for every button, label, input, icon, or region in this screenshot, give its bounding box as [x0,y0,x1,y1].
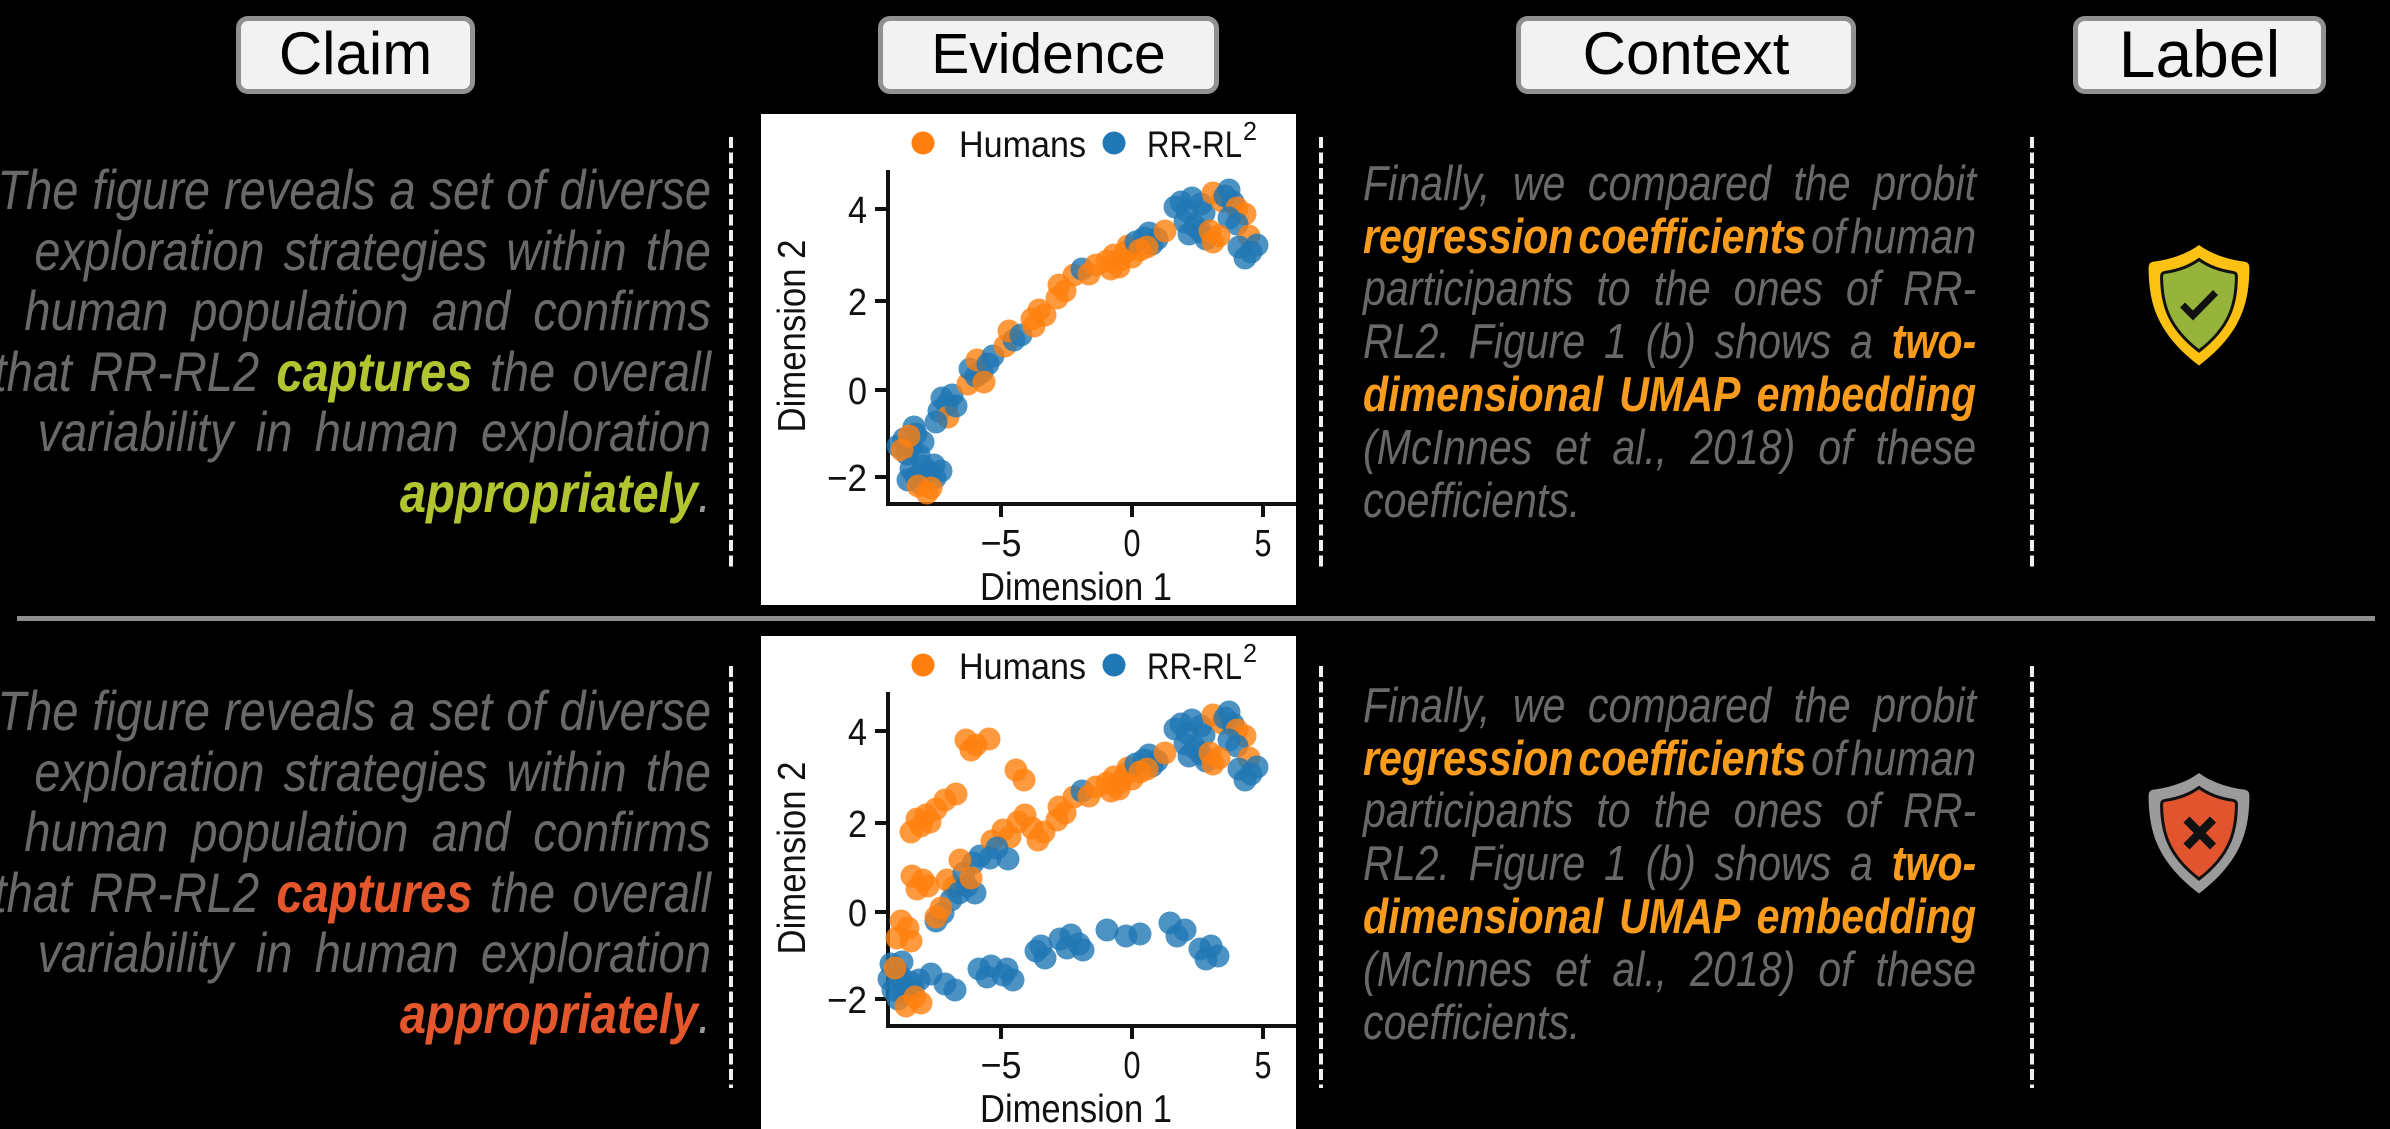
svg-text:−5: −5 [981,523,1022,565]
svg-text:Dimension 2: Dimension 2 [771,762,814,955]
svg-text:2: 2 [1243,116,1257,146]
svg-text:0: 0 [848,371,867,413]
svg-text:0: 0 [1124,1045,1141,1087]
svg-text:−2: −2 [827,980,867,1022]
svg-text:RR-RL: RR-RL [1147,124,1242,165]
svg-text:Dimension 1: Dimension 1 [980,566,1172,605]
svg-text:0: 0 [848,893,867,935]
svg-text:Dimension 2: Dimension 2 [771,240,814,433]
svg-text:5: 5 [1255,1045,1272,1087]
svg-text:Humans: Humans [959,124,1086,165]
svg-text:0: 0 [1124,523,1141,565]
svg-text:4: 4 [848,712,867,754]
svg-text:2: 2 [848,804,867,846]
svg-text:−5: −5 [981,1045,1022,1087]
svg-text:2: 2 [848,282,867,324]
svg-text:−2: −2 [827,458,867,500]
svg-text:4: 4 [848,190,867,232]
svg-text:2: 2 [1243,638,1257,668]
svg-text:5: 5 [1255,523,1272,565]
svg-text:RR-RL: RR-RL [1147,646,1242,687]
svg-text:Dimension 1: Dimension 1 [980,1088,1172,1129]
svg-text:Humans: Humans [959,646,1086,687]
